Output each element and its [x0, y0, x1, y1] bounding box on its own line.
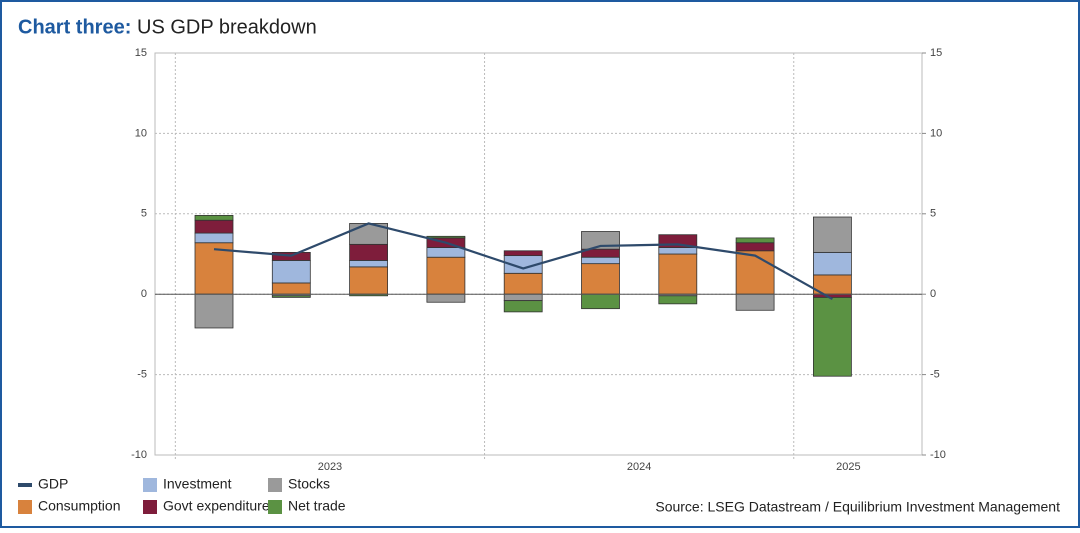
- bar-segment: [271, 295, 311, 298]
- source: Source: LSEG Datastream / Equilibrium In…: [655, 499, 1060, 515]
- y-tick-label: 0: [141, 288, 147, 300]
- bar-segment: [503, 272, 543, 295]
- y2-tick-label: 5: [930, 208, 936, 220]
- plot-border: [154, 52, 923, 456]
- y2-tick-label: -10: [930, 449, 946, 461]
- bar-segment: [735, 293, 775, 311]
- y2-tick-label: -5: [930, 369, 940, 381]
- chart-title-prefix: Chart three:: [18, 16, 131, 38]
- bar-segment: [349, 260, 389, 268]
- legend-swatch: [18, 483, 32, 487]
- bar-segment: [194, 215, 234, 221]
- y-tick-label: 5: [141, 208, 147, 220]
- legend: GDP Consumption Investment Govt expenditure…: [18, 476, 346, 514]
- bar-segment: [349, 243, 389, 261]
- bar-segment: [426, 247, 466, 258]
- bar-segment: [735, 237, 775, 244]
- bar-segment: [581, 263, 620, 295]
- y2-tick-label: 10: [930, 127, 942, 139]
- x-tick-label: 2025: [836, 461, 860, 473]
- legend-label: Govt expenditure: [163, 498, 270, 514]
- bar-segment: [426, 293, 466, 303]
- gdp-line: [213, 222, 833, 300]
- legend-swatch: [268, 478, 282, 492]
- bar-segment: [735, 242, 775, 252]
- legend-label: GDP: [38, 476, 68, 492]
- bar-segment: [349, 266, 389, 295]
- legend-swatch: [143, 478, 157, 492]
- legend-swatch: [18, 500, 32, 514]
- bar-segment: [503, 300, 543, 313]
- bar-segment: [426, 235, 466, 239]
- bar-segment: [271, 260, 311, 284]
- y-tick-label: -10: [131, 449, 147, 461]
- bar-segment: [194, 293, 234, 329]
- y-tick-label: -5: [137, 369, 147, 381]
- y-tick-label: 10: [135, 127, 147, 139]
- bar-segment: [813, 216, 852, 253]
- bar-segment: [503, 293, 543, 302]
- bar-segment: [658, 253, 698, 295]
- bar-segment: [503, 250, 543, 257]
- x-tick-label: 2023: [318, 461, 342, 473]
- bar-segment: [813, 297, 852, 377]
- bar-segment: [658, 295, 698, 305]
- legend-swatch: [143, 500, 157, 514]
- bar-segment: [194, 219, 234, 234]
- bar-segment: [581, 256, 620, 265]
- bar-segment: [581, 293, 620, 310]
- chart-title: US GDP breakdown: [137, 16, 317, 38]
- legend-label: Net trade: [288, 498, 346, 514]
- y-tick-label: 15: [135, 47, 147, 59]
- y2-tick-label: 15: [930, 47, 942, 59]
- legend-label: Stocks: [288, 476, 330, 492]
- legend-label: Consumption: [38, 498, 121, 514]
- bar-segment: [658, 247, 698, 255]
- bar-segment: [813, 251, 852, 276]
- bar-segment: [735, 250, 775, 295]
- legend-swatch: [268, 500, 282, 514]
- bar-segment: [271, 282, 311, 295]
- bar-segment: [194, 232, 234, 244]
- y2-tick-label: 0: [930, 288, 936, 300]
- legend-label: Investment: [163, 476, 232, 492]
- bar-segment: [426, 256, 466, 295]
- x-tick-label: 2024: [627, 461, 651, 473]
